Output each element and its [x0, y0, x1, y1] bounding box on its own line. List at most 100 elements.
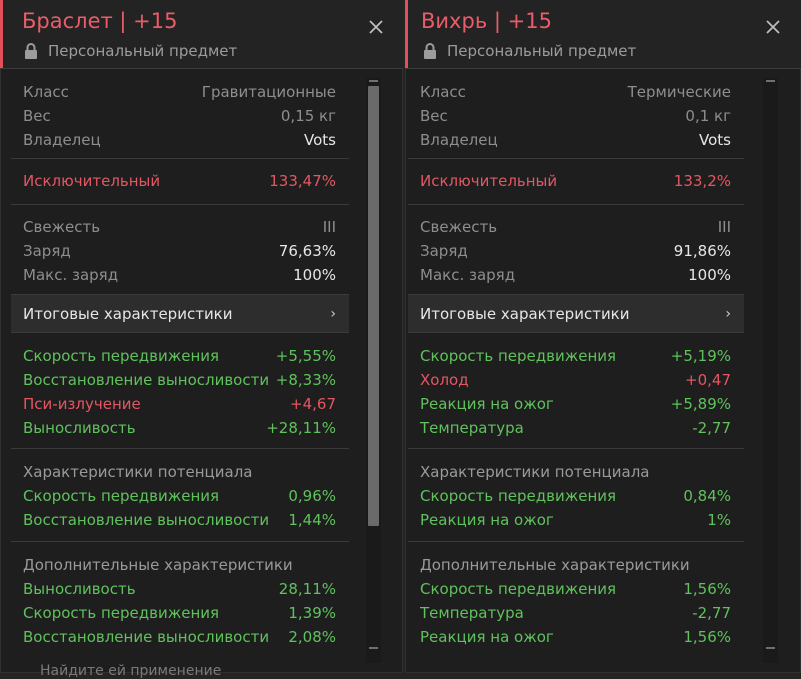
- state-label: Заряд: [420, 242, 468, 260]
- rarity-label: Исключительный: [23, 172, 161, 190]
- stat-value: -2,77: [692, 604, 731, 622]
- potential-section: Характеристики потенциала Скорость перед…: [408, 449, 744, 542]
- state-row-charge: Заряд 76,63%: [23, 239, 336, 263]
- stat-row: Скорость передвижения 1,39%: [23, 601, 336, 625]
- stat-label: Восстановление выносливости: [23, 371, 270, 389]
- info-label: Владелец: [23, 131, 101, 149]
- rarity-section: Исключительный 133,47%: [11, 159, 349, 205]
- tooltip-body: Класс Термические Вес 0,1 кг Владелец Vo…: [408, 78, 744, 663]
- potential-title: Характеристики потенциала: [420, 463, 650, 481]
- info-label: Класс: [23, 83, 69, 101]
- final-stats-header[interactable]: Итоговые характеристики ›: [408, 295, 744, 333]
- state-value: 100%: [293, 266, 336, 284]
- item-subtitle: Персональный предмет: [423, 42, 636, 60]
- stat-row: Температура -2,77: [420, 416, 731, 440]
- stat-value: +28,11%: [266, 419, 336, 437]
- rarity-label: Исключительный: [420, 172, 558, 190]
- stat-row: Скорость передвижения +5,19%: [420, 344, 731, 368]
- potential-section: Характеристики потенциала Скорость перед…: [11, 449, 349, 542]
- rarity-section: Исключительный 133,2%: [408, 159, 744, 205]
- scrollbar-cap-top: [766, 80, 775, 82]
- info-row-weight: Вес 0,15 кг: [23, 104, 336, 128]
- subtitle-text: Персональный предмет: [48, 42, 238, 60]
- stat-value: 1,44%: [288, 511, 336, 529]
- stat-row: Выносливость 28,11%: [23, 577, 336, 601]
- stat-value: 1,39%: [288, 604, 336, 622]
- item-tooltip-vortex: Вихрь | +15 Персональный предмет Класс Т…: [405, 0, 801, 673]
- rarity-row: Исключительный 133,2%: [420, 169, 731, 193]
- background-description-text: Найдите ей применение: [40, 663, 222, 679]
- stat-label: Температура: [420, 604, 524, 622]
- info-row-owner: Владелец Vots: [23, 128, 336, 152]
- stat-label: Реакция на ожог: [420, 395, 554, 413]
- item-tooltip-bracelet: Браслет | +15 Персональный предмет Класс…: [0, 0, 403, 673]
- stat-row: Холод +0,47: [420, 368, 731, 392]
- chevron-right-icon: ›: [725, 305, 731, 322]
- lock-icon: [25, 43, 37, 59]
- stat-value: +5,19%: [670, 347, 731, 365]
- tooltip-body: Класс Гравитационные Вес 0,15 кг Владеле…: [11, 78, 349, 663]
- final-stats-title: Итоговые характеристики: [420, 304, 630, 323]
- stat-label: Скорость передвижения: [420, 347, 617, 365]
- info-row-class: Класс Гравитационные: [23, 80, 336, 104]
- close-icon[interactable]: [764, 18, 782, 36]
- info-section: Класс Гравитационные Вес 0,15 кг Владеле…: [11, 78, 349, 159]
- final-stats-section: Скорость передвижения +5,55% Восстановле…: [11, 333, 349, 449]
- close-icon[interactable]: [367, 18, 385, 36]
- extra-title: Дополнительные характеристики: [23, 556, 293, 574]
- scrollbar[interactable]: [763, 78, 778, 663]
- header-accent-bar: [0, 0, 3, 68]
- stat-row: Скорость передвижения 0,96%: [23, 484, 336, 508]
- scrollbar-thumb[interactable]: [368, 86, 379, 526]
- state-label: Свежесть: [420, 218, 498, 236]
- rarity-value: 133,47%: [269, 172, 336, 190]
- state-row-max-charge: Макс. заряд 100%: [23, 263, 336, 287]
- scrollbar-cap-bottom: [766, 647, 775, 649]
- tooltip-header: Браслет | +15 Персональный предмет: [0, 0, 403, 69]
- state-row-freshness: Свежесть III: [23, 215, 336, 239]
- stat-row: Восстановление выносливости 2,08%: [23, 625, 336, 649]
- state-label: Макс. заряд: [420, 266, 516, 284]
- stat-value: +0,47: [685, 371, 731, 389]
- state-section: Свежесть III Заряд 91,86% Макс. заряд 10…: [408, 205, 744, 295]
- extra-section: Дополнительные характеристики Выносливос…: [11, 542, 349, 658]
- state-label: Свежесть: [23, 218, 101, 236]
- stat-row: Пси-излучение +4,67: [23, 392, 336, 416]
- stat-row: Восстановление выносливости +8,33%: [23, 368, 336, 392]
- stat-row: Скорость передвижения 0,84%: [420, 484, 731, 508]
- stat-label: Выносливость: [23, 580, 136, 598]
- state-row-max-charge: Макс. заряд 100%: [420, 263, 731, 287]
- final-stats-title: Итоговые характеристики: [23, 304, 233, 323]
- stat-value: 2,08%: [288, 628, 336, 646]
- potential-title: Характеристики потенциала: [23, 463, 253, 481]
- scrollbar-cap-bottom: [369, 647, 378, 649]
- info-label: Вес: [23, 107, 51, 125]
- final-stats-header[interactable]: Итоговые характеристики ›: [11, 295, 349, 333]
- stat-label: Реакция на ожог: [420, 511, 554, 529]
- stat-label: Температура: [420, 419, 524, 437]
- stat-label: Скорость передвижения: [420, 487, 617, 505]
- state-row-freshness: Свежесть III: [420, 215, 731, 239]
- extra-title: Дополнительные характеристики: [420, 556, 690, 574]
- info-value: Vots: [699, 131, 731, 149]
- state-section: Свежесть III Заряд 76,63% Макс. заряд 10…: [11, 205, 349, 295]
- stat-row: Скорость передвижения +5,55%: [23, 344, 336, 368]
- stat-label: Пси-излучение: [23, 395, 141, 413]
- stat-row: Выносливость +28,11%: [23, 416, 336, 440]
- header-accent-bar: [405, 0, 408, 68]
- stat-value: -2,77: [692, 419, 731, 437]
- state-value: 91,86%: [673, 242, 731, 260]
- scrollbar-cap-top: [369, 80, 378, 82]
- lock-icon: [424, 43, 436, 59]
- stat-label: Выносливость: [23, 419, 136, 437]
- item-title: Браслет | +15: [22, 9, 178, 33]
- item-title: Вихрь | +15: [421, 9, 552, 33]
- item-subtitle: Персональный предмет: [24, 42, 237, 60]
- info-value: Гравитационные: [201, 83, 336, 101]
- extra-section: Дополнительные характеристики Скорость п…: [408, 542, 744, 658]
- rarity-row: Исключительный 133,47%: [23, 169, 336, 193]
- state-row-charge: Заряд 91,86%: [420, 239, 731, 263]
- tooltip-header: Вихрь | +15 Персональный предмет: [405, 0, 801, 69]
- info-row-weight: Вес 0,1 кг: [420, 104, 731, 128]
- scrollbar[interactable]: [366, 78, 381, 663]
